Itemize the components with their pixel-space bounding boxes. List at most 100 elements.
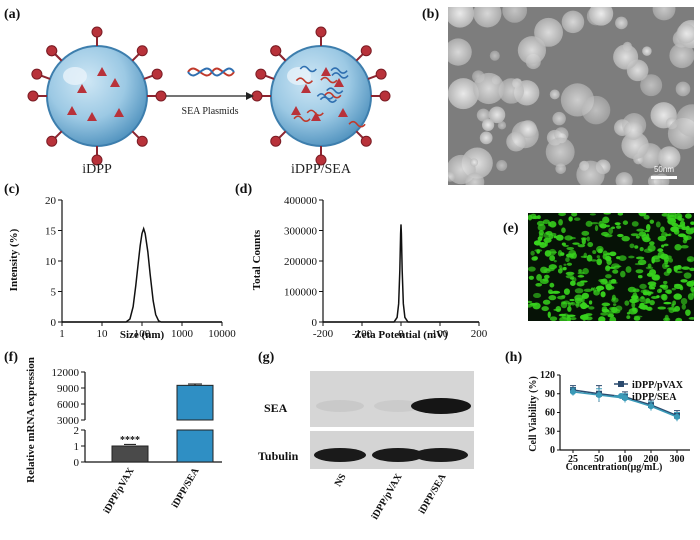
y-tick-label-h: 0 xyxy=(550,445,555,456)
gfp-cell xyxy=(573,217,581,221)
series-line-d xyxy=(323,224,479,323)
nanoparticle-spot xyxy=(489,50,500,61)
gfp-cell xyxy=(528,266,536,272)
gfp-cell xyxy=(580,237,587,241)
inner-protein xyxy=(334,78,344,87)
gfp-cell xyxy=(620,270,626,278)
y-tick-label-d: 300000 xyxy=(284,226,318,238)
gfp-cell xyxy=(601,231,610,237)
gfp-cell xyxy=(655,221,661,228)
gfp-cell xyxy=(561,227,566,234)
gfp-cell xyxy=(528,304,533,308)
x-tick-label-f: iDPP/SEA xyxy=(170,465,202,510)
axis-x-label-h: Concentration(μg/mL) xyxy=(566,462,663,473)
gfp-cell xyxy=(601,308,610,313)
gfp-cell xyxy=(680,297,688,305)
gfp-cell xyxy=(555,305,562,313)
spike-head xyxy=(315,154,327,166)
gfp-cell xyxy=(673,266,678,273)
gfp-cell xyxy=(680,244,689,249)
gfp-cell xyxy=(528,214,533,221)
arrow-caption: SEA Plasmids xyxy=(182,106,239,117)
y-tick-label-f: 2 xyxy=(74,425,80,437)
gfp-cell xyxy=(567,306,572,312)
gfp-cell xyxy=(531,256,538,261)
gfp-cell xyxy=(563,263,567,266)
inner-protein xyxy=(338,108,348,117)
gfp-cell xyxy=(684,213,692,219)
gfp-cell xyxy=(691,289,694,296)
gfp-cell xyxy=(561,242,566,246)
panel-f-label: (f) xyxy=(4,350,18,365)
gfp-cell xyxy=(649,219,655,224)
gfp-cell xyxy=(611,306,618,313)
gfp-cell xyxy=(688,317,694,320)
gfp-cell xyxy=(530,250,535,256)
gfp-cell xyxy=(615,225,622,229)
axis-y-label-d: Total Counts xyxy=(251,229,263,290)
gfp-cell xyxy=(663,280,668,285)
panel-g: (g) SEA Tubulin NS iDPP/pVAX iDPP/SEA xyxy=(258,350,474,522)
x-tick-label-d: 0 xyxy=(398,328,404,340)
dna-strand xyxy=(299,65,317,73)
y-tick-label-h: 30 xyxy=(545,426,555,437)
y-tick-label-f: 0 xyxy=(74,457,80,469)
nanoparticle-spot xyxy=(448,7,475,28)
gfp-cell xyxy=(647,263,652,269)
y-tick-label-h: 90 xyxy=(545,389,555,400)
dna-strand xyxy=(316,93,334,100)
gfp-cell xyxy=(571,277,577,283)
x-tick-label-h: 50 xyxy=(594,454,604,465)
gfp-cell xyxy=(542,219,550,224)
spike-head xyxy=(315,26,327,38)
gfp-cell xyxy=(571,252,577,259)
y-tick-label-c: 0 xyxy=(51,317,57,329)
gfp-cell xyxy=(553,260,557,263)
spike-head xyxy=(360,135,372,147)
gfp-cell xyxy=(674,243,682,251)
spike-head xyxy=(46,135,58,147)
gfp-cell xyxy=(549,255,556,262)
gfp-cell xyxy=(564,235,573,241)
gfp-cell xyxy=(611,297,619,303)
nanoparticle-spot xyxy=(623,120,643,140)
gfp-cell xyxy=(612,269,619,274)
gfp-cell xyxy=(532,215,539,220)
gfp-cell xyxy=(689,227,694,231)
gfp-cell xyxy=(582,268,589,275)
gfp-cell xyxy=(661,244,665,248)
particle-body xyxy=(46,45,148,147)
gfp-cell xyxy=(630,233,639,237)
gfp-cell xyxy=(536,249,541,254)
blot-row-sea: SEA xyxy=(264,401,288,415)
gfp-cell xyxy=(636,228,645,232)
nanoparticle-spot xyxy=(481,118,495,132)
gfp-cell xyxy=(686,256,694,263)
gfp-cell xyxy=(660,226,665,233)
y-tick-label-d: 100000 xyxy=(284,287,318,299)
gfp-cell xyxy=(679,221,686,226)
gfp-cell xyxy=(674,305,681,312)
gfp-cell xyxy=(631,301,636,309)
x-tick-label-c: 100 xyxy=(134,328,151,340)
gfp-cell xyxy=(665,255,672,259)
gfp-cell xyxy=(607,313,615,318)
dna-strand xyxy=(330,67,348,74)
axis-y-label-c: Intensity (%) xyxy=(8,228,20,291)
gfp-cell xyxy=(605,255,612,262)
spike-head xyxy=(270,135,282,147)
inner-protein xyxy=(77,84,87,93)
gfp-cell xyxy=(536,220,545,226)
gfp-cell xyxy=(643,248,653,253)
gfp-cell xyxy=(592,250,597,254)
legend-marker-h xyxy=(618,381,624,387)
gfp-cell xyxy=(672,300,677,306)
gfp-cell xyxy=(548,295,557,301)
legend-label-h: iDPP/pVAX xyxy=(632,380,684,391)
gfp-cell xyxy=(657,251,665,258)
gfp-cell xyxy=(581,230,590,236)
plasmid-helix-icon xyxy=(187,67,235,77)
nanoparticle-spot xyxy=(470,158,479,167)
gfp-cell xyxy=(589,213,596,216)
